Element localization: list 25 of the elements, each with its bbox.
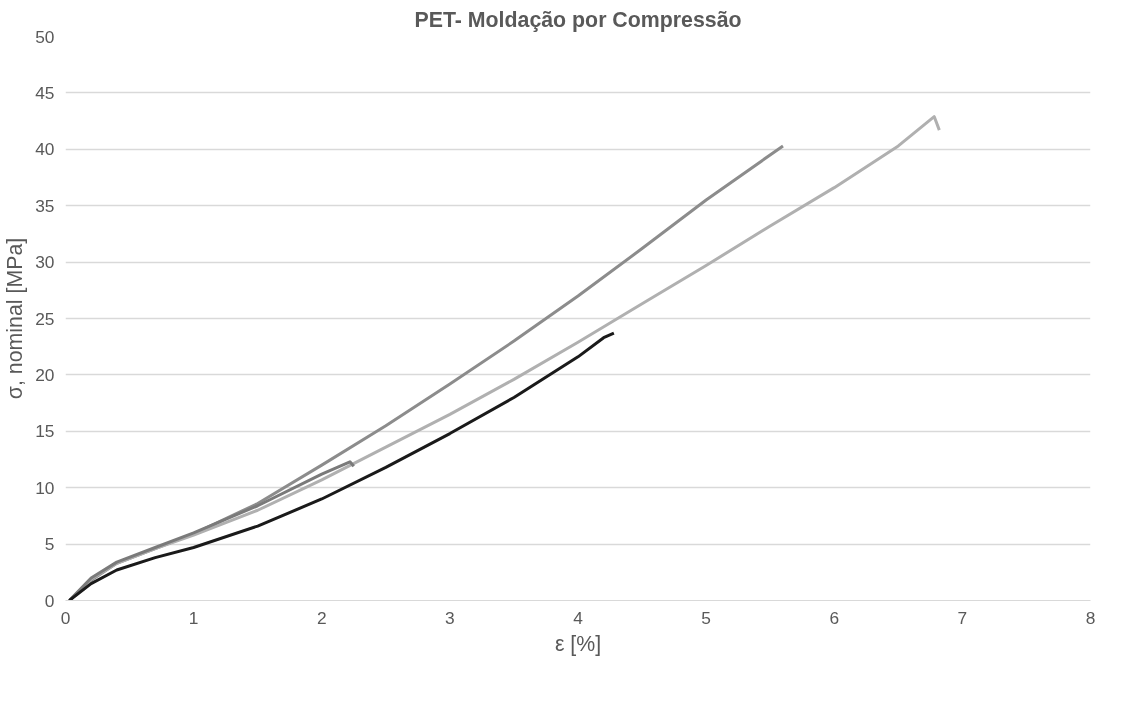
y-axis-title: σ, nominal [MPa] [3, 237, 28, 400]
x-tick-label: 7 [957, 607, 968, 628]
y-tick-label: 50 [35, 26, 55, 47]
y-tick-label: 30 [35, 252, 55, 273]
y-tick-label: 10 [35, 477, 55, 498]
y-tick-label: 25 [35, 308, 55, 329]
x-tick-label: 5 [701, 607, 711, 628]
x-tick-label: 8 [1085, 607, 1096, 628]
y-tick-label: 15 [35, 421, 55, 442]
x-tick-label: 2 [316, 607, 327, 628]
y-tick-label: 5 [44, 534, 55, 555]
x-tick-label: 3 [445, 607, 455, 628]
y-tick-label: 45 [35, 82, 55, 103]
x-axis-title: ε [%] [554, 631, 602, 656]
x-tick-label: 6 [829, 607, 840, 628]
x-tick-label: 4 [573, 607, 584, 628]
y-tick-label: 40 [35, 139, 55, 160]
x-tick-label: 1 [188, 607, 199, 628]
line-series [67, 460, 356, 601]
chart-title: PET- Moldação por Compressão [414, 7, 742, 32]
x-tick-label: 0 [60, 607, 71, 628]
y-tick-label: 35 [35, 195, 55, 216]
y-tick-label: 20 [35, 364, 55, 385]
line-series [67, 331, 616, 601]
y-tick-label: 0 [44, 590, 55, 611]
